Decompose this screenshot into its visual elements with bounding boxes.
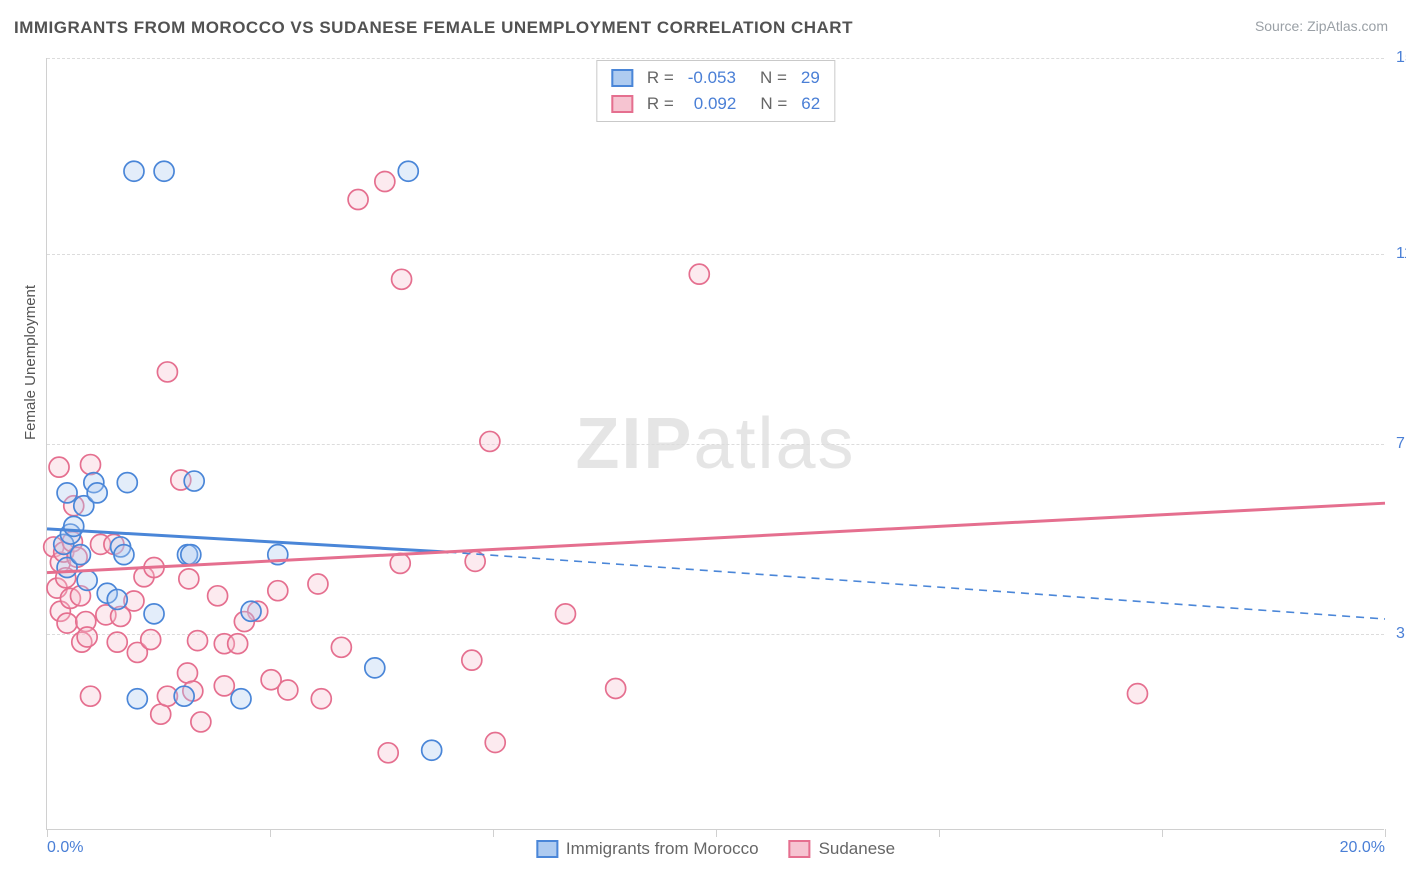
y-axis-title-container: Female Unemployment: [22, 285, 40, 440]
scatter-point-sudanese: [480, 431, 500, 451]
scatter-point-sudanese: [151, 704, 171, 724]
scatter-point-sudanese: [689, 264, 709, 284]
scatter-point-morocco: [398, 161, 418, 181]
source-attribution: Source: ZipAtlas.com: [1255, 18, 1388, 34]
scatter-point-sudanese: [141, 630, 161, 650]
source-prefix: Source:: [1255, 18, 1307, 34]
regression-extrapolation-morocco: [448, 552, 1385, 619]
scatter-point-sudanese: [208, 586, 228, 606]
r-value-sudanese: 0.092: [694, 91, 737, 117]
n-value-sudanese: 62: [801, 91, 820, 117]
regression-legend: R = -0.053 N = 29 R = 0.092 N = 62: [596, 60, 835, 122]
series-legend: Immigrants from Morocco Sudanese: [536, 839, 895, 859]
r-label: R =: [647, 91, 674, 117]
source-link[interactable]: ZipAtlas.com: [1307, 18, 1388, 34]
scatter-point-sudanese: [49, 457, 69, 477]
scatter-point-sudanese: [191, 712, 211, 732]
x-axis-label: 20.0%: [1340, 839, 1385, 857]
swatch-sudanese-icon: [789, 840, 811, 858]
scatter-point-sudanese: [179, 569, 199, 589]
y-tick-label: 15.0%: [1388, 49, 1406, 67]
scatter-point-morocco: [124, 161, 144, 181]
scatter-point-sudanese: [228, 634, 248, 654]
scatter-point-sudanese: [188, 631, 208, 651]
chart-title: IMMIGRANTS FROM MOROCCO VS SUDANESE FEMA…: [14, 18, 853, 38]
scatter-point-sudanese: [390, 553, 410, 573]
x-tick: [47, 829, 48, 837]
scatter-point-morocco: [127, 689, 147, 709]
scatter-point-sudanese: [268, 581, 288, 601]
x-tick: [1162, 829, 1163, 837]
y-tick-label: 7.5%: [1388, 435, 1406, 453]
legend-item-morocco: Immigrants from Morocco: [536, 839, 759, 859]
legend-row-sudanese: R = 0.092 N = 62: [611, 91, 820, 117]
x-tick: [270, 829, 271, 837]
scatter-point-sudanese: [77, 627, 97, 647]
scatter-point-morocco: [87, 483, 107, 503]
scatter-point-morocco: [422, 740, 442, 760]
x-tick: [1385, 829, 1386, 837]
legend-row-morocco: R = -0.053 N = 29: [611, 65, 820, 91]
scatter-svg: [47, 58, 1384, 829]
scatter-point-sudanese: [348, 190, 368, 210]
scatter-point-morocco: [117, 473, 137, 493]
scatter-point-sudanese: [555, 604, 575, 624]
n-value-morocco: 29: [801, 65, 820, 91]
scatter-point-sudanese: [485, 733, 505, 753]
scatter-point-sudanese: [331, 637, 351, 657]
scatter-point-sudanese: [278, 680, 298, 700]
x-tick: [939, 829, 940, 837]
y-tick-label: 3.8%: [1388, 625, 1406, 643]
scatter-point-sudanese: [311, 689, 331, 709]
n-label: N =: [760, 91, 787, 117]
scatter-point-sudanese: [214, 676, 234, 696]
scatter-point-morocco: [114, 545, 134, 565]
x-tick: [716, 829, 717, 837]
scatter-point-sudanese: [107, 632, 127, 652]
scatter-point-morocco: [174, 686, 194, 706]
r-label: R =: [647, 65, 674, 91]
scatter-point-morocco: [241, 601, 261, 621]
scatter-point-sudanese: [378, 743, 398, 763]
scatter-point-sudanese: [80, 455, 100, 475]
chart-plot-area: ZIPatlas R = -0.053 N = 29 R = 0.092 N =…: [46, 58, 1384, 830]
swatch-morocco-icon: [536, 840, 558, 858]
scatter-point-sudanese: [375, 172, 395, 192]
legend-item-sudanese: Sudanese: [789, 839, 896, 859]
scatter-point-morocco: [57, 483, 77, 503]
scatter-point-sudanese: [177, 663, 197, 683]
scatter-point-sudanese: [308, 574, 328, 594]
scatter-point-morocco: [77, 570, 97, 590]
scatter-point-sudanese: [462, 650, 482, 670]
scatter-point-morocco: [231, 689, 251, 709]
x-axis-label: 0.0%: [47, 839, 83, 857]
scatter-point-morocco: [107, 589, 127, 609]
scatter-point-morocco: [70, 545, 90, 565]
legend-label-sudanese: Sudanese: [819, 839, 896, 859]
n-label: N =: [760, 65, 787, 91]
scatter-point-sudanese: [1127, 684, 1147, 704]
scatter-point-sudanese: [57, 613, 77, 633]
scatter-point-morocco: [144, 604, 164, 624]
regression-line-sudanese: [47, 503, 1385, 572]
scatter-point-morocco: [365, 658, 385, 678]
r-value-morocco: -0.053: [688, 65, 736, 91]
x-tick: [493, 829, 494, 837]
y-axis-title: Female Unemployment: [22, 285, 39, 440]
scatter-point-sudanese: [157, 362, 177, 382]
y-tick-label: 11.2%: [1388, 245, 1406, 263]
swatch-morocco: [611, 69, 633, 87]
scatter-point-sudanese: [392, 269, 412, 289]
scatter-point-sudanese: [606, 678, 626, 698]
scatter-point-morocco: [184, 471, 204, 491]
swatch-sudanese: [611, 95, 633, 113]
scatter-point-morocco: [181, 545, 201, 565]
scatter-point-sudanese: [80, 686, 100, 706]
legend-label-morocco: Immigrants from Morocco: [566, 839, 759, 859]
scatter-point-morocco: [64, 516, 84, 536]
scatter-point-morocco: [154, 161, 174, 181]
